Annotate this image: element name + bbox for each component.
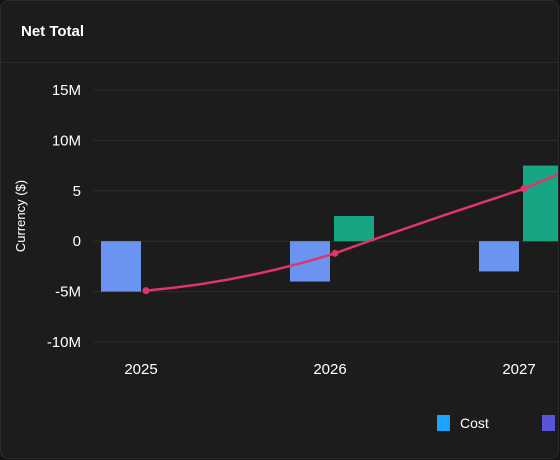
bar-gain xyxy=(334,216,374,242)
x-tick-label: 2025 xyxy=(124,361,157,378)
y-tick-label: 10M xyxy=(52,132,81,149)
x-tick-label: 2026 xyxy=(313,361,346,378)
legend-swatch-second xyxy=(542,415,555,431)
trend-point xyxy=(142,287,150,295)
y-axis-label: Currency ($) xyxy=(13,180,28,252)
y-tick-label: -5M xyxy=(55,284,81,301)
y-tick-label: -10M xyxy=(47,334,81,351)
bar-cost xyxy=(101,241,141,292)
y-tick-label: 15M xyxy=(52,82,81,99)
legend: Cost xyxy=(1,415,558,435)
trend-point xyxy=(520,185,528,193)
legend-item-cost[interactable]: Cost xyxy=(437,415,489,431)
card-header: Net Total xyxy=(1,1,558,63)
legend-item-second[interactable] xyxy=(542,415,555,431)
bar-cost xyxy=(479,241,519,272)
legend-label-cost: Cost xyxy=(460,415,489,431)
x-tick-label: 2027 xyxy=(502,361,535,378)
legend-swatch-cost xyxy=(437,415,450,431)
card-title: Net Total xyxy=(21,23,85,40)
y-tick-label: 5 xyxy=(73,183,81,200)
bar-gain xyxy=(523,165,558,242)
trend-point xyxy=(331,249,339,257)
y-tick-label: 0 xyxy=(73,233,81,250)
